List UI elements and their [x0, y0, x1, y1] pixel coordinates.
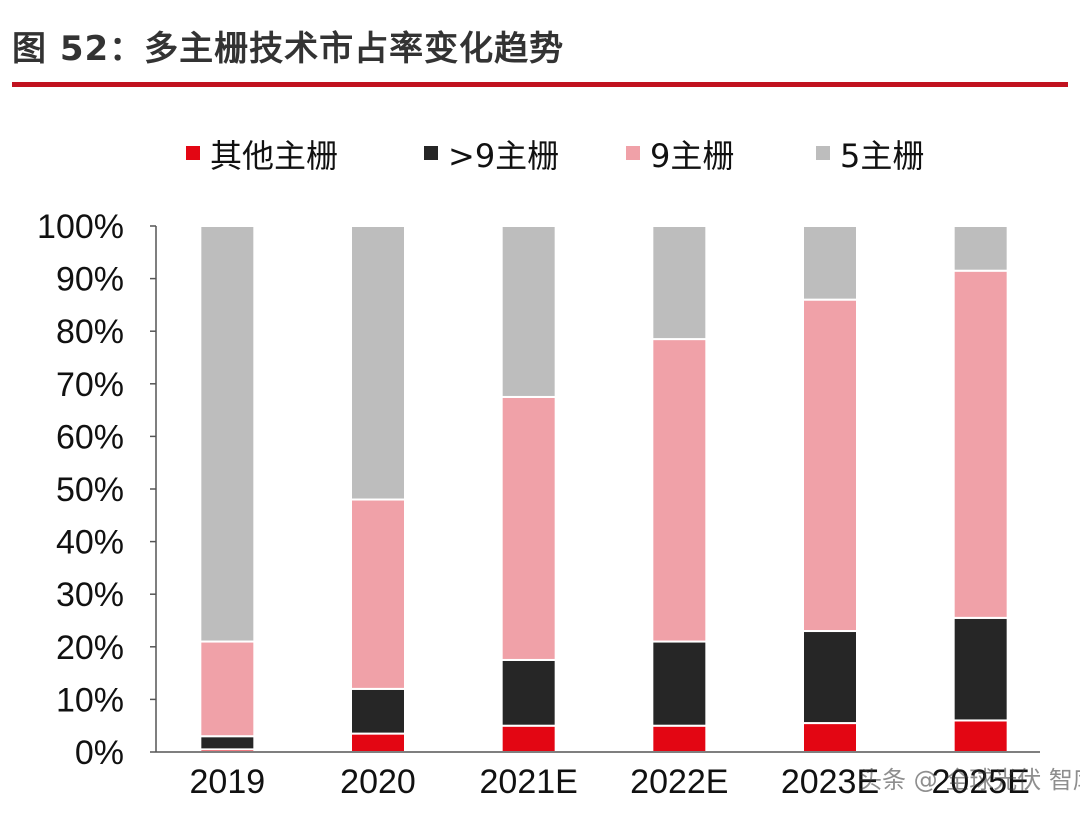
legend-label: 9主栅 — [650, 137, 734, 175]
x-tick-label: 2025E — [932, 763, 1030, 801]
legend: 其他主栅 >9主栅 9主栅 5主栅 — [186, 137, 924, 175]
x-tick-label: 2020 — [340, 763, 416, 801]
legend-swatch — [424, 146, 438, 160]
bar-segment — [199, 640, 256, 738]
bar-segment — [952, 225, 1009, 272]
legend-label: 5主栅 — [840, 137, 924, 175]
bar-segment — [952, 719, 1009, 754]
bar-segment — [651, 640, 708, 727]
bars — [199, 225, 1009, 754]
legend-item: 其他主栅 — [186, 137, 338, 175]
bar-segment — [350, 732, 406, 754]
legend-item: 9主栅 — [626, 137, 734, 175]
bar-segment — [500, 395, 557, 661]
bar-segment — [802, 225, 858, 301]
y-tick-label: 60% — [56, 418, 124, 456]
bar-segment — [952, 616, 1009, 722]
x-tick-label: 2021E — [480, 763, 578, 801]
bar-segment — [952, 269, 1009, 619]
y-tick-label: 50% — [56, 471, 124, 509]
y-tick-label: 0% — [75, 734, 124, 772]
bar-segment — [500, 724, 557, 754]
y-axis: 0% 10% 20% 30% 40% 50% 60% 70% 80% 90% 100% — [37, 208, 157, 772]
x-tick-label: 2023E — [781, 763, 879, 801]
bar-segment — [199, 735, 256, 751]
bar-segment — [350, 225, 406, 501]
legend-label: 其他主栅 — [210, 137, 338, 175]
y-tick-label: 80% — [56, 313, 124, 351]
y-tick-label: 20% — [56, 629, 124, 667]
x-tick-label: 2022E — [630, 763, 728, 801]
page-title: 图 52：多主栅技术市占率变化趋势 — [12, 29, 565, 69]
title-block: 图 52：多主栅技术市占率变化趋势 — [12, 22, 1068, 87]
bar-segment — [802, 298, 858, 633]
title-rule — [12, 82, 1068, 87]
legend-swatch — [186, 146, 200, 160]
legend-label: >9主栅 — [448, 137, 559, 175]
legend-item: 5主栅 — [816, 137, 924, 175]
y-tick-label: 40% — [56, 524, 124, 562]
y-tick-label: 90% — [56, 261, 124, 299]
legend-swatch — [816, 146, 830, 160]
x-tick-label: 2019 — [190, 763, 266, 801]
y-tick-label: 70% — [56, 366, 124, 404]
bar-segment — [199, 225, 256, 643]
bar-segment — [802, 722, 858, 754]
bar-segment — [500, 225, 557, 398]
bar-segment — [350, 498, 406, 690]
bar-segment — [350, 687, 406, 735]
x-axis: 2019 2020 2021E 2022E 2023E 2025E — [156, 751, 1040, 801]
bar-segment — [651, 225, 708, 341]
bar-segment — [500, 658, 557, 727]
y-tick-label: 100% — [37, 208, 124, 246]
legend-item: >9主栅 — [424, 137, 559, 175]
y-tick-label: 10% — [56, 681, 124, 719]
watermark: 头条 @ 全球光伏 智库 — [858, 766, 1080, 794]
bar-segment — [651, 724, 708, 754]
y-tick-label: 30% — [56, 576, 124, 614]
bar-segment — [802, 630, 858, 725]
bar-segment — [651, 338, 708, 643]
legend-swatch — [626, 146, 640, 160]
